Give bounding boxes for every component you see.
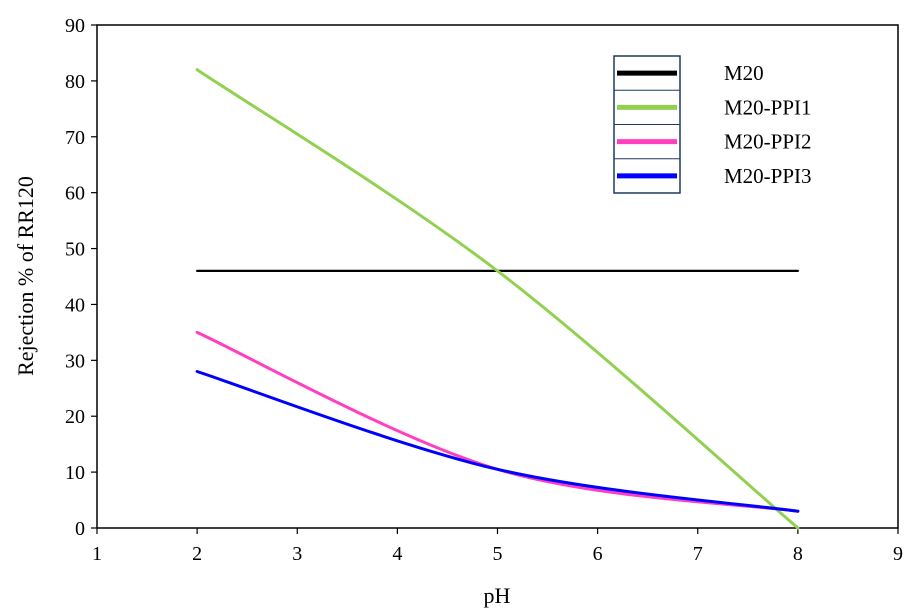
y-tick-label: 20 [65,406,85,428]
series-line-m20-ppi1 [195,68,800,530]
y-tick-label: 50 [65,239,85,261]
y-tick-label: 0 [75,518,85,540]
y-tick-label: 90 [65,15,85,37]
x-tick-label: 1 [92,543,102,565]
x-tick-label: 2 [192,543,202,565]
series-line-m20-ppi3 [195,370,800,513]
y-axis-title: Rejection % of RR120 [13,176,38,376]
legend-label-m20-ppi3: M20-PPI3 [724,164,812,188]
legend: M20 M20-PPI1 M20-PPI2 M20-PPI3 [613,55,812,194]
y-axis: 0 10 20 30 40 50 60 70 80 90 [65,15,97,540]
x-tick-label: 5 [493,543,503,565]
x-tick-label: 7 [693,543,703,565]
y-tick-label: 60 [65,183,85,205]
y-tick-label: 30 [65,350,85,372]
series-line-m20-ppi2 [195,330,800,513]
x-tick-label: 9 [893,543,903,565]
y-tick-label: 40 [65,294,85,316]
legend-label-m20-ppi1: M20-PPI1 [724,95,812,119]
y-tick-label: 10 [65,462,85,484]
legend-label-m20: M20 [724,61,764,85]
x-axis: 1 2 3 4 5 6 7 8 9 [92,528,903,565]
series-layer [195,68,800,530]
legend-label-m20-ppi2: M20-PPI2 [724,130,812,154]
x-tick-label: 4 [392,543,402,565]
y-tick-label: 80 [65,71,85,93]
y-tick-label: 70 [65,127,85,149]
x-axis-title: pH [484,583,511,608]
x-tick-label: 3 [292,543,302,565]
x-tick-label: 8 [793,543,803,565]
x-tick-label: 6 [593,543,603,565]
